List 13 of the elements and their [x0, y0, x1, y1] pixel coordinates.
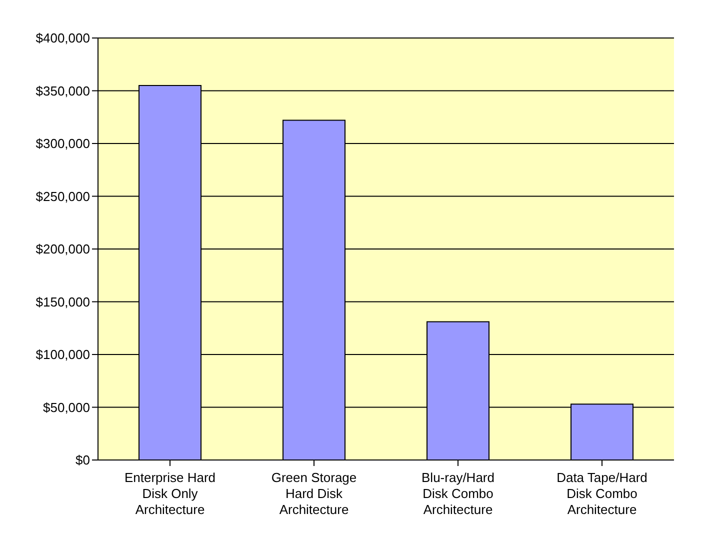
y-tick-label: $350,000: [36, 83, 90, 98]
y-tick-label: $200,000: [36, 242, 90, 257]
y-tick-label: $250,000: [36, 188, 90, 204]
y-tick-label: $50,000: [43, 400, 90, 415]
x-tick-label: Data Tape/Hard Disk Combo Architecture: [556, 470, 648, 517]
y-tick-label: $0: [76, 452, 90, 468]
x-tick-label: Blu-ray/Hard Disk Combo Architecture: [422, 470, 494, 517]
y-tick-label: $400,000: [36, 30, 90, 46]
y-tick-label: $150,000: [36, 294, 90, 310]
y-tick-label: $300,000: [36, 136, 90, 152]
x-tick-label: Green Storage Hard Disk Architecture: [271, 470, 357, 517]
y-tick-label: $100,000: [36, 347, 90, 362]
x-tick-label: Enterprise Hard Disk Only Architecture: [124, 470, 216, 517]
